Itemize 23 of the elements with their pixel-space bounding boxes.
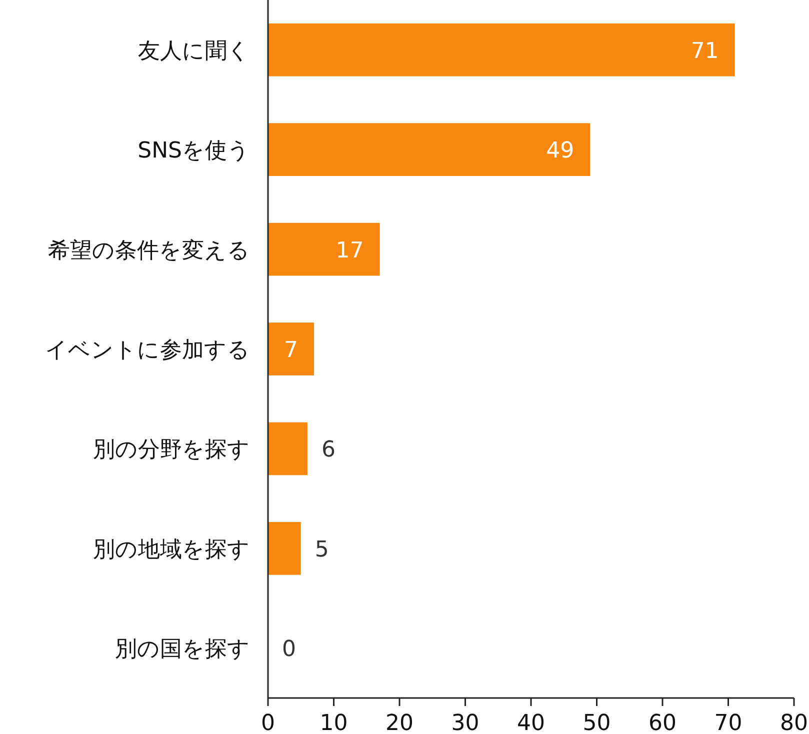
x-tick-label: 40: [517, 711, 545, 734]
data-label: 71: [690, 38, 719, 64]
y-tick-label: 別の地域を探す: [93, 537, 250, 562]
y-tick-label: 別の分野を探す: [93, 438, 250, 463]
x-tick-label: 30: [451, 711, 480, 734]
x-tick-label: 0: [261, 711, 275, 734]
data-label: 49: [546, 138, 574, 164]
y-tick-label: イベントに参加する: [45, 338, 250, 363]
x-tick-label: 80: [780, 711, 808, 734]
x-tick-label: 60: [648, 711, 676, 734]
data-label: 17: [336, 238, 364, 264]
data-label: 7: [284, 338, 298, 363]
x-tick-label: 10: [320, 711, 348, 734]
x-tick-label: 70: [714, 711, 742, 734]
x-tick-label: 20: [386, 711, 414, 734]
y-tick-label: 希望の条件を変える: [48, 238, 250, 264]
data-label: 6: [321, 438, 336, 463]
data-label: 5: [314, 537, 329, 562]
x-tick-label: 50: [582, 711, 611, 734]
y-tick-label: SNSを使う: [138, 138, 250, 164]
y-tick-label: 別の国を探す: [115, 637, 250, 662]
y-tick-label: 友人に聞く: [138, 38, 250, 64]
data-label: 0: [282, 637, 296, 662]
